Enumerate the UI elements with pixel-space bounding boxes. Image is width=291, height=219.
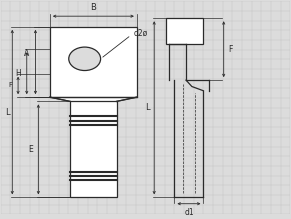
Text: H: H [15,69,21,78]
Text: d2ø: d2ø [103,28,148,57]
Text: F: F [8,82,12,88]
Bar [166,18,203,44]
Text: d1: d1 [184,208,194,217]
Bar [70,101,116,197]
Circle shape [69,47,101,71]
Text: F: F [228,45,233,54]
Text: L: L [5,108,9,117]
Text: B: B [91,3,96,12]
Text: A: A [24,49,30,58]
Polygon shape [50,97,137,101]
Text: E: E [28,145,33,154]
Text: L: L [145,103,150,112]
Bar [50,27,137,97]
